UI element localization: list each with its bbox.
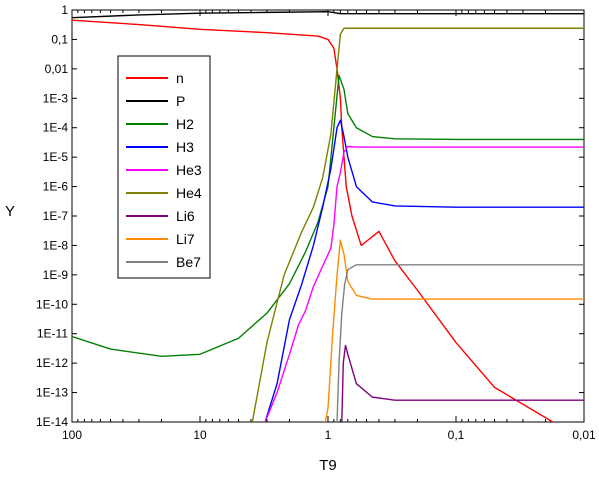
y-tick-label: 0,1 — [51, 32, 68, 46]
series-layer — [72, 10, 584, 422]
series-line-n — [72, 19, 554, 422]
y-tick-label: 1E-7 — [43, 209, 69, 223]
x-tick-label: 0,01 — [572, 428, 596, 442]
x-tick-label: 1 — [325, 428, 332, 442]
y-tick-label: 1E-12 — [36, 356, 68, 370]
x-tick-label: 0,1 — [448, 428, 465, 442]
y-tick-label: 1E-11 — [37, 327, 68, 341]
series-line-li6 — [341, 344, 584, 422]
series-line-he4 — [251, 27, 584, 422]
series-line-li7 — [324, 239, 584, 422]
x-tick-label: 100 — [62, 428, 82, 442]
y-tick-label: 1E-14 — [36, 415, 68, 429]
y-axis-title: Y — [5, 203, 15, 220]
legend-box — [117, 55, 211, 279]
legend-label-li6: Li6 — [176, 208, 195, 224]
y-tick-label: 1E-9 — [43, 268, 69, 282]
legend-label-h2: H2 — [176, 116, 194, 132]
legend: nP H2 H3 He3 He4 Li6 Li7 Be7 — [117, 55, 211, 279]
y-tick-label: 1E-3 — [43, 91, 69, 105]
series-line-be7 — [336, 264, 584, 422]
series-line-he3 — [264, 145, 584, 422]
tick-layer: 100 10 1 0,1 0,01 1 0,1 0,01 1E-3 1E-4 1E-5 1E-6 1E-… — [36, 3, 596, 442]
y-tick-label: 1 — [61, 3, 68, 17]
y-tick-label: 1E-6 — [43, 180, 69, 194]
y-tick-label: 1E-8 — [43, 238, 69, 252]
legend-label-he3: He3 — [176, 162, 202, 178]
legend-label-he4: He4 — [176, 185, 202, 201]
y-tick-label: 1E-13 — [36, 386, 68, 400]
x-tick-label: 10 — [193, 428, 207, 442]
legend-label-h3: H3 — [176, 139, 194, 155]
y-tick-label: 1E-4 — [43, 121, 69, 135]
legend-label-n: n — [176, 70, 184, 86]
series-line-h2 — [72, 74, 584, 358]
y-tick-label: 1E-5 — [43, 150, 69, 164]
series-line-h3 — [264, 119, 584, 422]
series-line-p — [72, 10, 584, 19]
x-axis-title: T9 — [319, 457, 337, 474]
legend-label-li7: Li7 — [176, 231, 195, 247]
legend-label-be7: Be7 — [176, 254, 201, 270]
y-tick-label: 1E-10 — [36, 297, 68, 311]
y-tick-label: 0,01 — [45, 62, 69, 76]
legend-label-p: P — [176, 93, 185, 109]
